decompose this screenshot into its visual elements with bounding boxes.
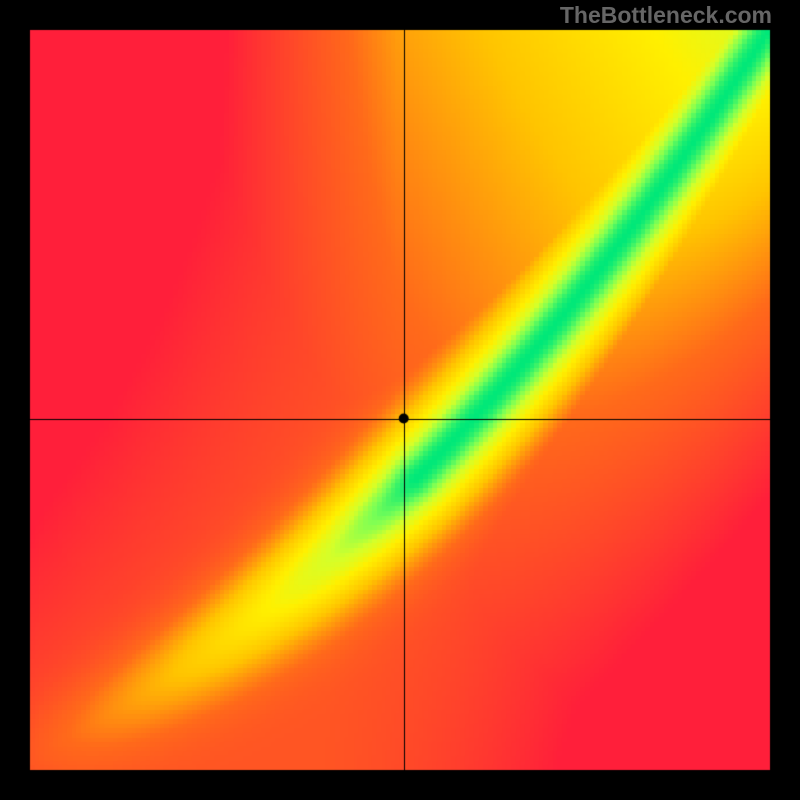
bottleneck-heatmap (0, 0, 800, 800)
watermark-text: TheBottleneck.com (560, 2, 772, 29)
